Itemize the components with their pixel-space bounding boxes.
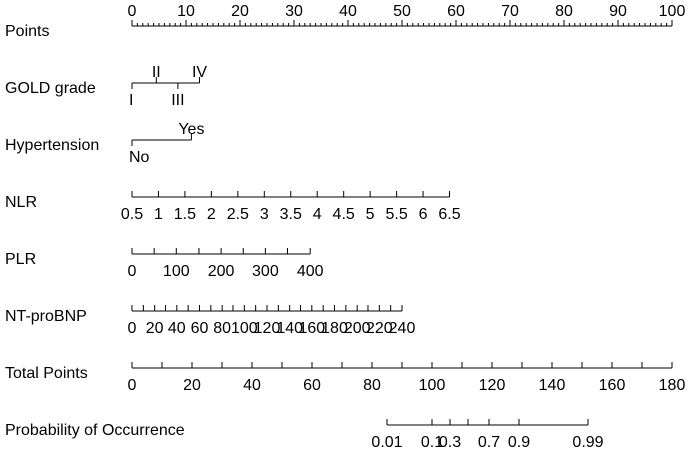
tick-label-probability-of-occurrence: 0.01 [371, 434, 402, 451]
tick-label-total-points: 180 [659, 377, 686, 394]
row-hypertension: Hypertension No Yes [5, 121, 204, 166]
tick-label-nlr: 0.5 [121, 206, 143, 223]
tick-label-points: 0 [128, 3, 137, 20]
tick-label-nlr: 5.5 [385, 206, 407, 223]
tick-label-nlr: 4.5 [333, 206, 355, 223]
row-label-total-points: Total Points [5, 365, 88, 382]
tick-label-points: 10 [177, 3, 195, 20]
tick-label-probability-of-occurrence: 0.3 [439, 434, 461, 451]
row-label-nlr: NLR [5, 194, 37, 211]
tick-label-gold-grade: IV [192, 64, 207, 81]
tick-label-nt-probnp: 80 [213, 320, 231, 337]
tick-label-probability-of-occurrence: 0.9 [508, 434, 530, 451]
row-label-gold-grade: GOLD grade [5, 80, 96, 97]
tick-label-total-points: 160 [599, 377, 626, 394]
tick-label-total-points: 120 [479, 377, 506, 394]
tick-label-points: 20 [231, 3, 249, 20]
tick-label-total-points: 60 [303, 377, 321, 394]
tick-label-nt-probnp: 120 [254, 320, 281, 337]
tick-label-points: 80 [555, 3, 573, 20]
row-label-hypertension: Hypertension [5, 137, 99, 154]
tick-label-nt-probnp: 200 [344, 320, 371, 337]
row-probability-of-occurrence: Probability of Occurrence 0.01 0.10.3 0.7 0.… [5, 419, 604, 451]
tick-label-points: 60 [447, 3, 465, 20]
row-nlr: NLR 0.5 1 1.5 2 2.5 3 3.5 4 4.5 5 5.5 6 6.5 [5, 191, 461, 223]
row-total-points: Total Points 0 20 40 60 80 100 120 140 160 180 [5, 362, 685, 394]
tick-label-points: 50 [393, 3, 411, 20]
tick-label-points: 30 [285, 3, 303, 20]
row-points: Points 0 10 20 30 40 50 60 70 80 90 100 [5, 3, 685, 40]
tick-label-nlr: 2.5 [227, 206, 249, 223]
tick-label-nlr: 3.5 [280, 206, 302, 223]
tick-label-hypertension: Yes [178, 121, 204, 138]
tick-label-nt-probnp: 160 [298, 320, 325, 337]
tick-label-nlr: 1.5 [174, 206, 196, 223]
row-nt-probnp: NT-proBNP 0 20 40 60 80 1001201401601802002202… [5, 305, 415, 337]
row-label-probability-of-occurrence: Probability of Occurrence [5, 422, 185, 439]
tick-label-points: 100 [659, 3, 686, 20]
tick-label-nt-probnp: 40 [168, 320, 186, 337]
tick-label-nt-probnp: 140 [276, 320, 303, 337]
tick-label-plr: 100 [163, 263, 190, 280]
tick-label-nlr: 4 [313, 206, 322, 223]
tick-label-nt-probnp: 0 [128, 320, 137, 337]
tick-label-total-points: 20 [183, 377, 201, 394]
tick-label-probability-of-occurrence: 0.1 [421, 434, 443, 451]
tick-label-points: 40 [339, 3, 357, 20]
tick-label-nlr: 2 [207, 206, 216, 223]
tick-label-nt-probnp: 20 [146, 320, 164, 337]
tick-label-nt-probnp: 100 [231, 320, 258, 337]
tick-label-points: 70 [501, 3, 519, 20]
tick-label-total-points: 0 [128, 377, 137, 394]
tick-label-nt-probnp: 220 [366, 320, 393, 337]
tick-label-total-points: 40 [243, 377, 261, 394]
tick-label-nlr: 1 [154, 206, 163, 223]
tick-label-plr: 400 [297, 263, 324, 280]
tick-label-total-points: 80 [363, 377, 381, 394]
tick-label-plr: 300 [252, 263, 279, 280]
tick-label-hypertension: No [129, 149, 150, 166]
tick-label-probability-of-occurrence: 0.7 [478, 434, 500, 451]
tick-label-plr: 200 [208, 263, 235, 280]
tick-label-nlr: 6.5 [438, 206, 460, 223]
tick-label-total-points: 140 [539, 377, 566, 394]
row-label-points: Points [5, 23, 49, 40]
tick-label-nlr: 5 [366, 206, 375, 223]
tick-label-nt-probnp: 240 [389, 320, 416, 337]
tick-label-nt-probnp: 60 [191, 320, 209, 337]
tick-label-nlr: 3 [260, 206, 269, 223]
tick-label-gold-grade: II [152, 64, 161, 81]
tick-label-gold-grade: III [171, 92, 184, 109]
row-label-nt-probnp: NT-proBNP [5, 308, 87, 325]
row-label-plr: PLR [5, 251, 36, 268]
tick-label-probability-of-occurrence: 0.99 [572, 434, 603, 451]
row-plr: PLR 0 100 200 300 400 [5, 248, 324, 280]
tick-label-gold-grade: I [129, 92, 133, 109]
tick-label-nt-probnp: 180 [321, 320, 348, 337]
tick-label-plr: 0 [128, 263, 137, 280]
tick-label-points: 90 [609, 3, 627, 20]
tick-label-nlr: 6 [419, 206, 428, 223]
tick-label-total-points: 100 [419, 377, 446, 394]
